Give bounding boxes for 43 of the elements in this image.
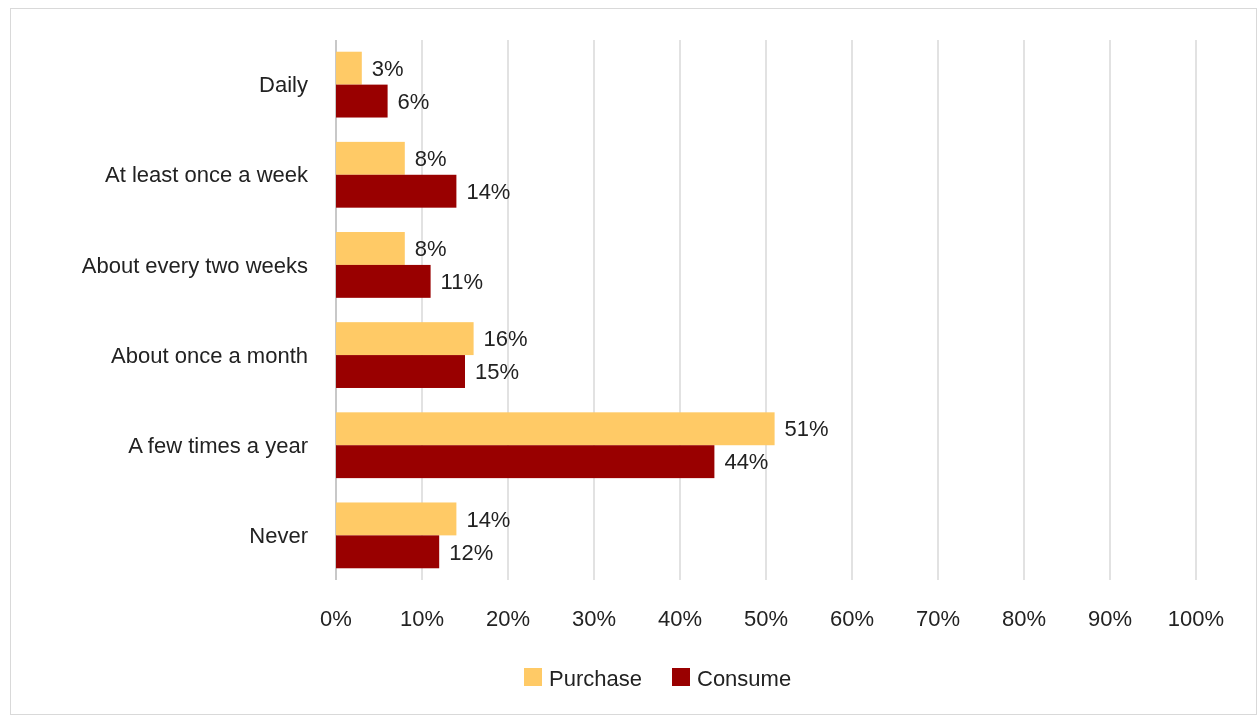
- bar: [336, 51, 362, 85]
- bar: [336, 535, 440, 569]
- bar: [336, 445, 715, 479]
- y-tick-label: At least once a week: [104, 162, 309, 188]
- bar: [336, 322, 474, 356]
- data-label: 51%: [784, 416, 829, 442]
- y-tick-label: Daily: [259, 72, 308, 98]
- data-label: 6%: [397, 88, 430, 114]
- x-tick-label: 70%: [915, 606, 961, 631]
- x-tick-label: 20%: [485, 606, 531, 631]
- data-label: 15%: [475, 359, 520, 385]
- data-label: 14%: [466, 506, 511, 532]
- x-tick-label: 50%: [743, 606, 789, 631]
- bar: [336, 264, 431, 298]
- data-label: 14%: [466, 178, 511, 204]
- x-tick-label: 100%: [1167, 606, 1225, 631]
- data-label: 16%: [483, 326, 528, 352]
- data-label: 8%: [414, 236, 447, 262]
- bar: [336, 84, 388, 118]
- y-tick-label: Never: [249, 523, 308, 549]
- y-tick-label: A few times a year: [128, 432, 308, 458]
- x-tick-label: 10%: [399, 606, 445, 631]
- x-tick-label: 30%: [571, 606, 617, 631]
- data-label: 12%: [449, 539, 494, 565]
- x-tick-label: 80%: [1001, 606, 1047, 631]
- data-label: 44%: [724, 449, 769, 475]
- x-tick-label: 0%: [320, 606, 352, 631]
- bar: [336, 412, 775, 446]
- y-tick-label: About once a month: [111, 342, 308, 368]
- y-tick-label: About every two weeks: [81, 252, 308, 278]
- legend-label: Consume: [697, 665, 792, 691]
- bar: [336, 502, 457, 536]
- data-label: 11%: [440, 269, 484, 295]
- data-label: 3%: [371, 55, 404, 81]
- data-label: 8%: [414, 146, 447, 172]
- x-tick-label: 40%: [657, 606, 703, 631]
- bar: [336, 232, 405, 265]
- bar: [336, 141, 405, 175]
- legend-label: Purchase: [549, 665, 642, 691]
- bar: [336, 355, 465, 388]
- x-tick-label: 60%: [829, 606, 875, 631]
- bar: [336, 174, 457, 208]
- x-tick-label: 90%: [1087, 606, 1133, 631]
